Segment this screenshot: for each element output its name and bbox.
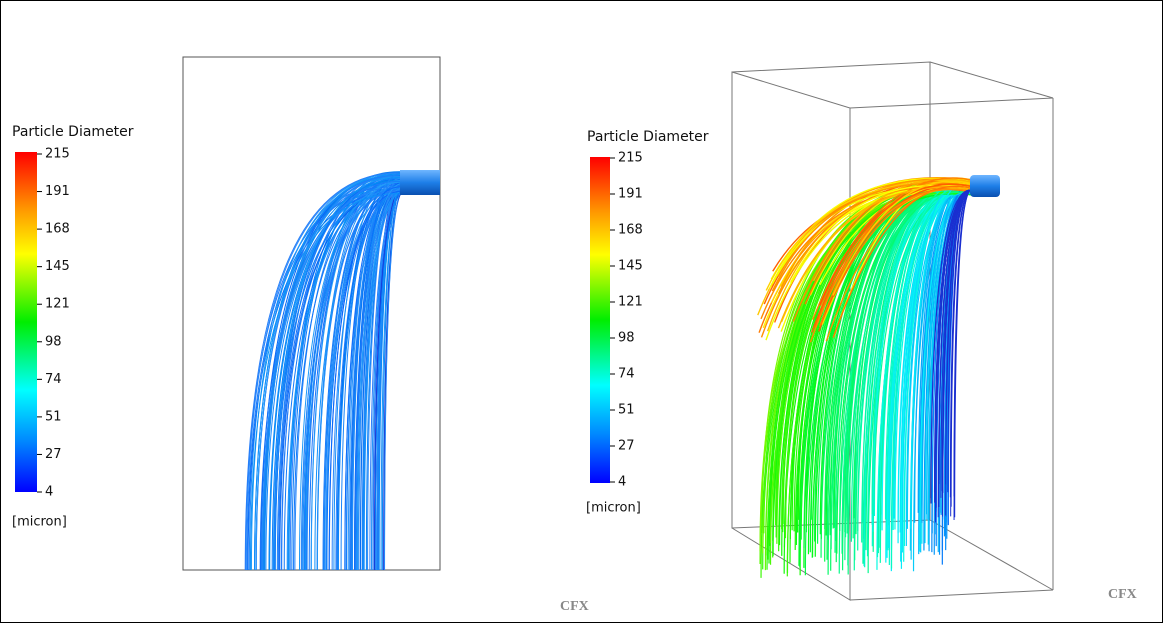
streamline [906, 192, 973, 529]
tick-label: 168 [45, 222, 70, 237]
streamline [254, 174, 406, 571]
streamline [941, 189, 973, 517]
streamline [809, 181, 973, 296]
streamline [310, 180, 406, 571]
streamline [935, 189, 973, 508]
inlet-pipe [400, 170, 440, 195]
streamline [950, 189, 973, 498]
tick-label: 121 [618, 295, 643, 310]
tick-label: 27 [618, 439, 635, 454]
streamline [861, 187, 973, 543]
tick-label: 4 [45, 485, 53, 500]
streamline [812, 178, 973, 282]
streamline [760, 186, 973, 320]
streamline [819, 177, 973, 327]
tick-label: 168 [618, 223, 643, 238]
streamline [323, 180, 406, 571]
tick-label: 51 [45, 409, 62, 424]
streamline [771, 182, 973, 292]
streamline [336, 184, 406, 571]
streamline [288, 177, 406, 571]
tick-label: 4 [618, 475, 626, 490]
tick-label: 98 [45, 334, 62, 349]
streamlines [244, 171, 406, 571]
legend-ticks: 215 191 168 145 121 98 74 51 27 4 [610, 151, 643, 490]
streamline [832, 180, 973, 296]
streamline [954, 189, 973, 518]
legend-unit: [micron] [586, 501, 641, 516]
streamline [244, 172, 406, 571]
streamline [811, 183, 973, 333]
color-bar [15, 152, 37, 492]
streamline [250, 172, 406, 571]
streamline [879, 186, 973, 551]
tick-label: 74 [45, 372, 62, 387]
tick-label: 27 [45, 447, 62, 462]
streamline [262, 180, 406, 571]
legend-title: Particle Diameter [587, 129, 709, 145]
domain-box [182, 56, 441, 571]
tick-label: 98 [618, 331, 635, 346]
tick-label: 191 [618, 187, 643, 202]
inlet-pipe [970, 175, 1000, 197]
legend-unit: [micron] [12, 515, 67, 530]
streamline [273, 181, 406, 571]
tick-label: 145 [45, 259, 70, 274]
domain-box-3d [731, 61, 1054, 601]
streamline [953, 189, 973, 521]
streamline [272, 176, 406, 571]
streamline [322, 179, 406, 571]
streamline [323, 192, 406, 571]
streamline [945, 189, 973, 516]
logo: CFX [560, 599, 589, 614]
tick-label: 215 [618, 151, 643, 166]
tick-label: 51 [618, 403, 635, 418]
legend-ticks: 215 191 168 145 121 98 74 51 27 4 [37, 147, 70, 500]
streamline [832, 185, 973, 338]
streamline [374, 190, 406, 571]
streamline [255, 172, 406, 571]
streamlines [757, 176, 973, 578]
streamline [287, 188, 406, 571]
streamline [777, 186, 973, 329]
color-bar [590, 157, 610, 483]
streamline [261, 186, 406, 571]
legend-title: Particle Diameter [12, 124, 134, 140]
streamline [249, 193, 406, 571]
tick-label: 191 [45, 184, 70, 199]
tick-label: 215 [45, 147, 70, 162]
logo: CFX [1108, 587, 1137, 602]
streamline [362, 190, 406, 571]
tick-label: 74 [618, 367, 635, 382]
streamline [363, 191, 406, 571]
streamline [328, 186, 406, 571]
streamline [268, 182, 406, 571]
tick-label: 121 [45, 297, 70, 312]
streamline [784, 192, 973, 539]
streamline [351, 172, 406, 571]
tick-label: 145 [618, 259, 643, 274]
streamline [809, 188, 973, 343]
